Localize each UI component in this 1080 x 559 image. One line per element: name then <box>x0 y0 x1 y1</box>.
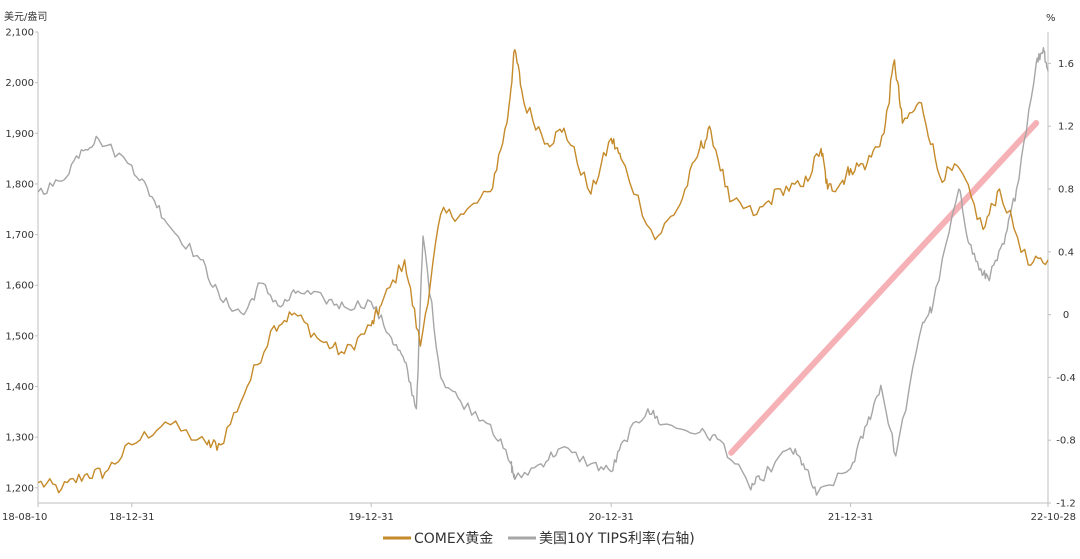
left-tick-label: 1,600 <box>5 281 34 292</box>
legend: COMEX黄金 美国10Y TIPS利率(右轴) <box>383 530 695 547</box>
left-axis-unit: 美元/盎司 <box>4 10 47 23</box>
right-axis-unit: % <box>1046 13 1056 24</box>
right-tick-label: -1.2 <box>1056 499 1076 510</box>
legend-item-gold: COMEX黄金 <box>383 530 493 547</box>
right-tick-label: -0.8 <box>1056 436 1076 447</box>
comex-gold-series-line <box>37 49 1049 494</box>
right-tick-label: 1.6 <box>1058 59 1074 70</box>
x-tick-label: 18-08-10 <box>2 512 47 523</box>
legend-label-gold: COMEX黄金 <box>414 530 493 547</box>
left-axis-ticks: 1,200 1,300 1,400 1,500 1,600 1,700 1,800 1,900… <box>5 28 38 494</box>
left-tick-label: 1,500 <box>5 331 34 342</box>
right-tick-label: 0 <box>1063 310 1069 321</box>
x-tick-label: 21-12-31 <box>828 512 873 523</box>
left-tick-label: 1,400 <box>5 382 34 393</box>
tips-rate-series-line <box>37 47 1049 496</box>
legend-item-tips: 美国10Y TIPS利率(右轴) <box>508 530 695 547</box>
left-tick-label: 1,300 <box>5 433 34 444</box>
x-axis-ticks: 18-08-10 18-12-31 19-12-31 20-12-31 21-12-31… <box>2 503 1076 523</box>
left-tick-label: 2,000 <box>5 78 34 89</box>
trend-arrow-annotation <box>728 120 1040 456</box>
left-tick-label: 1,800 <box>5 179 34 190</box>
x-tick-label: 20-12-31 <box>589 512 634 523</box>
right-axis-ticks: -1.2 -0.8 -0.4 0 0.4 0.8 1.2 1.6 <box>1048 59 1076 510</box>
left-tick-label: 1,200 <box>5 483 34 494</box>
left-tick-label: 2,100 <box>5 28 34 39</box>
left-tick-label: 1,700 <box>5 230 34 241</box>
legend-label-tips: 美国10Y TIPS利率(右轴) <box>539 530 695 547</box>
right-tick-label: -0.4 <box>1056 373 1076 384</box>
right-tick-label: 1.2 <box>1058 122 1074 133</box>
left-tick-label: 1,900 <box>5 129 34 140</box>
x-tick-label: 19-12-31 <box>348 512 393 523</box>
right-tick-label: 0.4 <box>1058 247 1074 258</box>
x-tick-label: 22-10-28 <box>1031 512 1076 523</box>
x-tick-label: 18-12-31 <box>109 512 154 523</box>
right-tick-label: 0.8 <box>1058 185 1074 196</box>
